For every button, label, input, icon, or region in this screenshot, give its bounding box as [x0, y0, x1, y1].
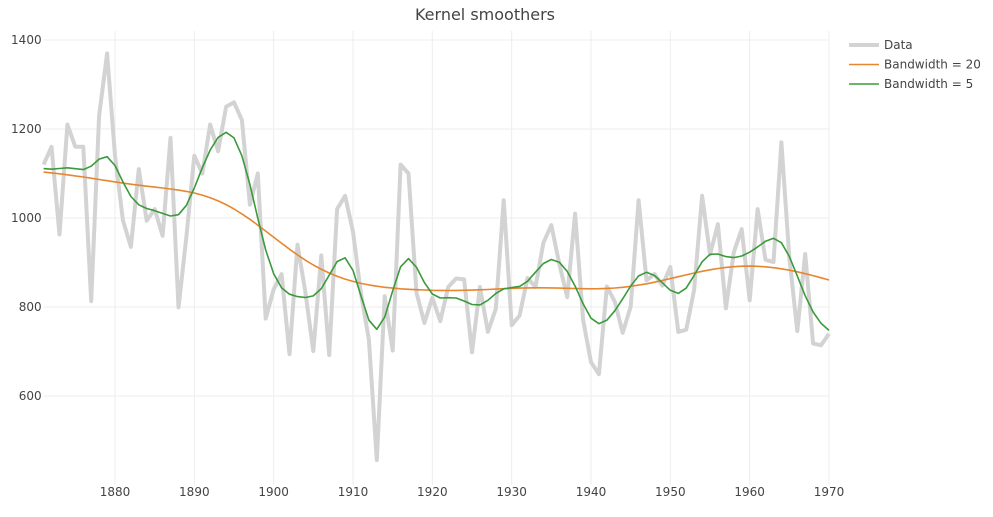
x-tick-label: 1890	[179, 485, 210, 499]
y-tick-label: 800	[19, 300, 42, 314]
x-tick-label: 1940	[576, 485, 607, 499]
chart-title: Kernel smoothers	[415, 5, 555, 24]
x-tick-label: 1960	[734, 485, 765, 499]
legend: Data Bandwidth = 20 Bandwidth = 5	[849, 38, 981, 91]
x-tick-label: 1930	[496, 485, 527, 499]
legend-item-label: Bandwidth = 5	[884, 77, 973, 91]
y-tick-label: 1200	[11, 122, 42, 136]
x-tick-label: 1970	[814, 485, 845, 499]
x-tick-label: 1900	[258, 485, 289, 499]
axes: 600 800 1000 1200 1400 1880 1890 1900 1910 1920 19…	[11, 33, 844, 499]
x-tick-label: 1880	[100, 485, 131, 499]
y-tick-label: 1400	[11, 33, 42, 47]
y-tick-label: 1000	[11, 211, 42, 225]
x-tick-label: 1920	[417, 485, 448, 499]
series-line-bandwidth-5	[43, 131, 830, 331]
x-tick-label: 1950	[655, 485, 686, 499]
series-lines	[41, 51, 831, 463]
legend-item-label: Data	[884, 38, 913, 52]
grid	[43, 31, 830, 485]
y-tick-label: 600	[19, 389, 42, 403]
x-tick-label: 1910	[338, 485, 369, 499]
legend-item-label: Bandwidth = 20	[884, 58, 981, 72]
series-line-data	[41, 51, 831, 463]
series-line-bandwidth-20	[43, 171, 830, 292]
